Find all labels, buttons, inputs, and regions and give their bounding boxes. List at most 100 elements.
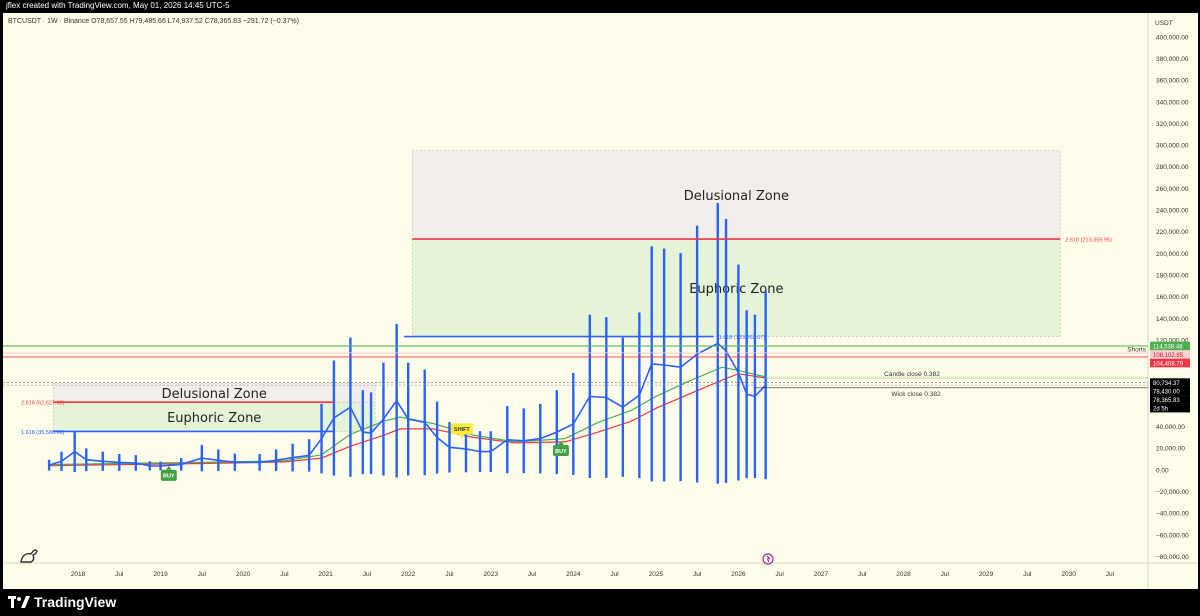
price-candle — [217, 449, 220, 472]
price-candle — [361, 390, 364, 475]
price-candle — [764, 291, 767, 480]
fib-level-label: 1.618 (123,262.07) — [719, 335, 766, 341]
wick-close-label: Wick close 0.382 — [891, 391, 941, 398]
x-tick-label: Jul — [1023, 571, 1032, 578]
price-label-text: 78,430.00 — [1153, 389, 1180, 395]
price-candle — [588, 314, 592, 478]
zone-box[interactable] — [412, 150, 1061, 240]
buy-signal-box[interactable] — [552, 445, 569, 457]
y-tick-label: 160,000.00 — [1156, 294, 1189, 301]
price-label-box[interactable] — [1150, 403, 1190, 413]
tradingview-logo-icon — [8, 596, 30, 608]
x-tick-label: Jul — [693, 571, 702, 578]
chart-frame[interactable]: Delusional Zone Euphoric Zone Delusional Z… — [3, 13, 1198, 589]
price-label-text: 104,408.79 — [1153, 361, 1184, 367]
price-label-text: 78,365.83 — [1153, 398, 1180, 404]
price-label-box[interactable] — [1150, 350, 1190, 359]
x-tick-label: 2022 — [401, 571, 416, 578]
y-tick-label: 300,000.00 — [1156, 143, 1189, 150]
buy-signal-pointer — [165, 465, 172, 470]
price-label-text: 2d 5h — [1153, 406, 1168, 412]
x-tick-label: 2021 — [318, 571, 333, 578]
x-tick-label: 2018 — [71, 571, 86, 578]
y-tick-label: 400,000.00 — [1156, 34, 1189, 41]
price-candle — [464, 425, 468, 473]
signal-label: SHIFT — [454, 427, 471, 433]
price-candle — [407, 362, 410, 476]
price-candle — [200, 444, 204, 472]
price-candle — [307, 439, 311, 472]
price-candle — [291, 443, 294, 472]
price-candle — [724, 218, 728, 483]
price-candle — [478, 431, 482, 472]
y-tick-label: 180,000.00 — [1156, 272, 1189, 279]
price-label-text: 114,538.48 — [1153, 344, 1183, 350]
price-candle — [134, 455, 137, 471]
footer-bar: TradingView — [0, 589, 1200, 616]
price-candle — [716, 202, 719, 484]
zone-box[interactable] — [412, 238, 1061, 337]
y-tick-label: −60,000.00 — [1156, 532, 1189, 539]
price-candle — [369, 392, 373, 474]
price-label-box[interactable] — [1150, 386, 1190, 396]
price-candle — [73, 431, 76, 472]
price-candle — [737, 264, 740, 481]
price-candle — [506, 406, 509, 474]
chart-canvas[interactable]: Delusional Zone Euphoric Zone Delusional Z… — [3, 13, 1198, 589]
price-candle — [118, 454, 121, 471]
price-label-box[interactable] — [1150, 341, 1190, 351]
y-tick-label: 140,000.00 — [1156, 316, 1189, 323]
price-label-box[interactable] — [1150, 395, 1190, 404]
x-tick-label: Jul — [528, 571, 537, 578]
x-tick-label: Jul — [198, 571, 207, 578]
x-tick-label: 2024 — [566, 571, 581, 578]
x-tick-label: Jul — [858, 571, 867, 578]
price-candle — [489, 431, 492, 472]
x-tick-label: 2030 — [1061, 571, 1076, 578]
replay-icon[interactable] — [762, 553, 774, 565]
price-label-box[interactable] — [1150, 358, 1190, 368]
y-tick-label: −40,000.00 — [1156, 511, 1189, 518]
x-tick-label: 2028 — [896, 571, 911, 578]
price-candle — [753, 314, 757, 478]
x-tick-label: Jul — [610, 571, 619, 578]
fib-level-label: 2.618 (213,359.95) — [1065, 238, 1112, 244]
price-candle — [695, 225, 699, 483]
brand-name: TradingView — [34, 594, 117, 610]
x-tick-label: Jul — [1106, 571, 1115, 578]
symbol-ohlc-line: BTCUSDT · 1W · Binance O78,657.55 H79,48… — [8, 18, 299, 25]
price-candle — [650, 246, 653, 482]
price-candle — [382, 362, 385, 476]
fib-level-label: 1.618 (35,580.06) — [21, 430, 65, 436]
y-tick-label: −80,000.00 — [1156, 554, 1189, 561]
x-tick-label: 2020 — [236, 571, 251, 578]
y-tick-label: 0.00 — [1156, 467, 1169, 474]
y-tick-label: 280,000.00 — [1156, 164, 1189, 171]
price-candle — [320, 403, 323, 474]
price-candle — [679, 253, 682, 482]
y-tick-label: 220,000.00 — [1156, 229, 1189, 236]
price-series-line — [48, 342, 767, 467]
dino-icon[interactable] — [20, 549, 38, 563]
y-tick-label: 360,000.00 — [1156, 78, 1189, 85]
y-tick-label: 260,000.00 — [1156, 186, 1189, 193]
price-candle — [605, 317, 608, 478]
x-tick-label: 2029 — [979, 571, 994, 578]
zone-label: Euphoric Zone — [689, 282, 783, 297]
price-candle — [423, 369, 426, 476]
price-candle — [233, 453, 237, 471]
price-candle — [148, 461, 152, 471]
shift-signal-box[interactable] — [450, 423, 473, 435]
tradingview-logo[interactable]: TradingView — [8, 594, 116, 610]
price-candle — [179, 458, 183, 471]
x-tick-label: Jul — [363, 571, 372, 578]
price-candle — [662, 248, 666, 482]
y-tick-label: 120,000.00 — [1156, 337, 1189, 344]
currency-label[interactable]: USDT — [1155, 20, 1173, 27]
x-tick-label: Jul — [115, 571, 124, 578]
price-label-box[interactable] — [1150, 378, 1190, 387]
buy-signal-box[interactable] — [160, 469, 177, 481]
price-candle — [332, 360, 336, 476]
price-candle — [349, 337, 352, 477]
price-candle — [47, 459, 51, 471]
